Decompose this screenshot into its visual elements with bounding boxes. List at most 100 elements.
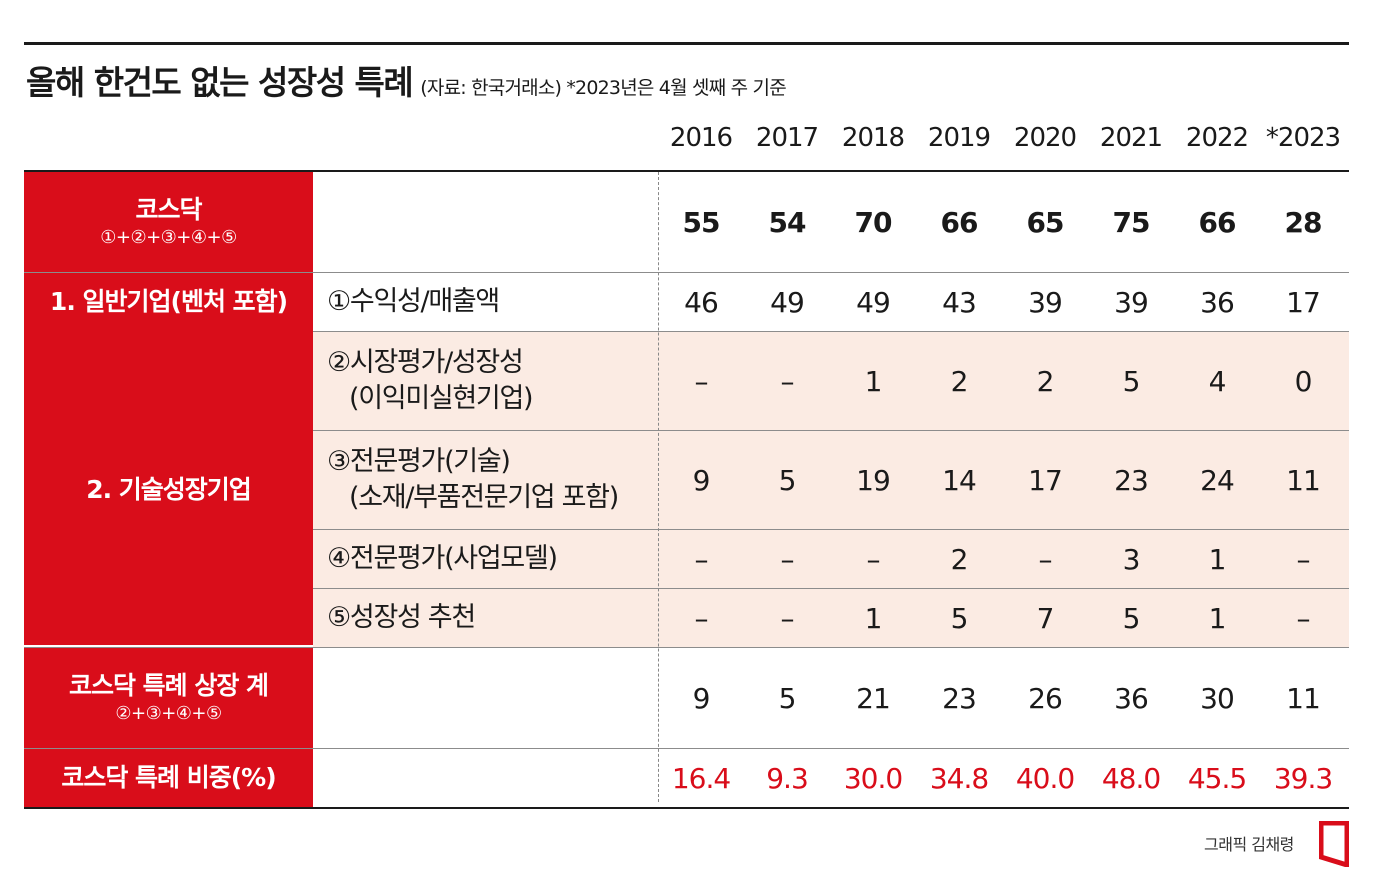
row-category-label: 코스닥 특례 비중(%): [61, 763, 276, 792]
table-cell: 2: [950, 364, 969, 398]
table-row-special-share: 코스닥 특례 비중(%) 16.4 9.3 30.0 34.8 40.0 48.0 45.5…: [24, 749, 1349, 809]
table-cell: 1: [1208, 542, 1227, 576]
year-header: 2018: [841, 123, 905, 153]
table-cell: 5: [950, 601, 969, 635]
row-label-line1: ⑤성장성 추천: [327, 602, 476, 633]
table-cell: 45.5: [1187, 761, 1247, 795]
table-cell: 2: [950, 542, 969, 576]
row-values: – – – 2 – 3 1 –: [657, 530, 1349, 588]
table-cell: 55: [682, 205, 721, 239]
table-cell: 26: [1028, 681, 1063, 715]
row-category-label: 2. 기술성장기업: [86, 475, 252, 504]
table-cell: 0: [1294, 364, 1313, 398]
table-cell: 14: [942, 463, 977, 497]
table-cell: 70: [854, 205, 893, 239]
table-cell: 54: [768, 205, 807, 239]
row-label-line2: (이익미실현기업): [349, 383, 534, 414]
row-label-line2: (소재/부품전문기업 포함): [349, 482, 619, 513]
chart-subtitle: (자료: 한국거래소) *2023년은 4월 셋째 주 기준: [420, 77, 786, 99]
table-cell: 23: [942, 681, 977, 715]
table-cell: 9: [692, 463, 711, 497]
year-header: 2022: [1185, 123, 1249, 153]
table-cell: 5: [778, 463, 797, 497]
row-values: – – 1 2 2 5 4 0: [657, 332, 1349, 430]
row-label: ③전문평가(기술) (소재/부품전문기업 포함): [313, 431, 657, 529]
table-cell: 1: [864, 364, 883, 398]
table-cell: –: [780, 364, 795, 398]
table-cell: –: [694, 542, 709, 576]
table-row-growth-recommend: ⑤성장성 추천 – – 1 5 7 5 1 –: [24, 589, 1349, 648]
table-cell: 39: [1028, 285, 1063, 319]
table-cell: 17: [1028, 463, 1063, 497]
table-cell: 39.3: [1273, 761, 1333, 795]
table-cell: 17: [1286, 285, 1321, 319]
column-divider: [658, 172, 659, 802]
table-cell: 21: [856, 681, 891, 715]
year-header: 2021: [1099, 123, 1163, 153]
row-category: 코스닥 ①+②+③+④+⑤: [24, 172, 313, 272]
row-category-formula: ①+②+③+④+⑤: [100, 227, 237, 249]
table-cell: 11: [1286, 681, 1321, 715]
table-cell: 49: [770, 285, 805, 319]
table-cell: –: [1296, 542, 1311, 576]
row-values: 9 5 19 14 17 23 24 11: [657, 431, 1349, 529]
row-label-line1: ②시장평가/성장성: [327, 347, 524, 378]
table-row-tech-eval: ③전문평가(기술) (소재/부품전문기업 포함) 9 5 19 14 17 23 24 11: [24, 431, 1349, 530]
table-cell: 39: [1114, 285, 1149, 319]
title-row: 올해 한건도 없는 성장성 특례 (자료: 한국거래소) *2023년은 4월 셋…: [26, 56, 787, 104]
table-cell: –: [780, 542, 795, 576]
table-cell: 65: [1026, 205, 1065, 239]
table-cell: –: [694, 364, 709, 398]
table-cell: 19: [856, 463, 891, 497]
row-values: – – 1 5 7 5 1 –: [657, 589, 1349, 647]
table-cell: –: [866, 542, 881, 576]
row-category-label: 코스닥 특례 상장 계: [68, 671, 269, 701]
data-table: 코스닥 ①+②+③+④+⑤ 55 54 70 66 65 75 66 28 1. 일반기업(벤…: [24, 170, 1349, 809]
table-cell: 1: [864, 601, 883, 635]
chart-title: 올해 한건도 없는 성장성 특례: [26, 63, 414, 102]
row-values: 55 54 70 66 65 75 66 28: [657, 172, 1349, 272]
table-cell: 5: [1122, 364, 1141, 398]
row-category-label: 코스닥: [135, 195, 202, 225]
row-label: [313, 172, 657, 272]
table-cell: 9: [692, 681, 711, 715]
row-category: 코스닥 특례 상장 계 ②+③+④+⑤: [24, 648, 313, 748]
row-values: 16.4 9.3 30.0 34.8 40.0 48.0 45.5 39.3: [657, 749, 1349, 807]
year-header: 2019: [927, 123, 991, 153]
year-header: 2020: [1013, 123, 1077, 153]
table-row-market-eval: ②시장평가/성장성 (이익미실현기업) – – 1 2 2 5 4 0: [24, 332, 1349, 431]
row-category-formula: ②+③+④+⑤: [115, 703, 222, 725]
table-cell: 40.0: [1015, 761, 1075, 795]
row-values: 9 5 21 23 26 36 30 11: [657, 648, 1349, 748]
table-cell: 30: [1200, 681, 1235, 715]
table-cell: 16.4: [671, 761, 731, 795]
row-label: ⑤성장성 추천: [313, 589, 657, 647]
publisher-logo-icon: [1319, 821, 1349, 867]
table-cell: 24: [1200, 463, 1235, 497]
row-category: 코스닥 특례 비중(%): [24, 749, 313, 807]
row-category-tech-growth: 2. 기술성장기업: [24, 331, 313, 645]
table-cell: 5: [778, 681, 797, 715]
row-category-label: 1. 일반기업(벤처 포함): [49, 287, 288, 316]
year-header: 2017: [755, 123, 819, 153]
table-cell: 36: [1200, 285, 1235, 319]
table-row-kosdaq-total: 코스닥 ①+②+③+④+⑤ 55 54 70 66 65 75 66 28: [24, 170, 1349, 273]
row-label-line1: ③전문평가(기술): [327, 446, 511, 477]
table-cell: –: [694, 601, 709, 635]
table-cell: 75: [1112, 205, 1151, 239]
table-cell: 36: [1114, 681, 1149, 715]
table-row-general: 1. 일반기업(벤처 포함) ①수익성/매출액 46 49 49 43 39 39 36 17: [24, 273, 1349, 332]
row-values: 46 49 49 43 39 39 36 17: [657, 273, 1349, 331]
row-label: [313, 749, 657, 807]
table-cell: 23: [1114, 463, 1149, 497]
year-header: *2023: [1265, 123, 1341, 153]
table-cell: –: [1038, 542, 1053, 576]
table-cell: 28: [1284, 205, 1323, 239]
row-label: [313, 648, 657, 748]
table-row-business-model: ④전문평가(사업모델) – – – 2 – 3 1 –: [24, 530, 1349, 589]
table-cell: 7: [1036, 601, 1055, 635]
row-category: 1. 일반기업(벤처 포함): [24, 273, 313, 331]
table-cell: –: [1296, 601, 1311, 635]
row-label-line1: ①수익성/매출액: [327, 286, 500, 317]
credit-text: 그래픽 김채령: [1204, 835, 1294, 854]
